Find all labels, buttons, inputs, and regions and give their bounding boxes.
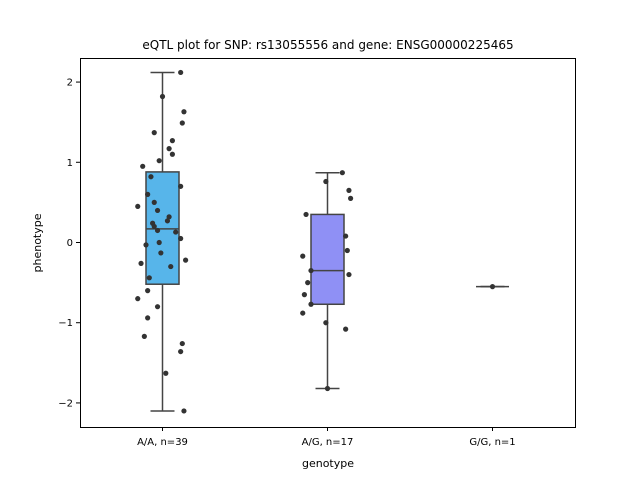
y-tick-label: −2 bbox=[58, 398, 73, 409]
data-point bbox=[166, 146, 172, 152]
points-layer bbox=[135, 69, 496, 414]
data-point bbox=[154, 207, 161, 214]
data-point bbox=[339, 170, 345, 176]
data-point bbox=[178, 235, 184, 242]
data-point bbox=[178, 183, 184, 189]
data-point bbox=[179, 120, 185, 126]
x-axis-label: genotype bbox=[302, 457, 354, 470]
data-point bbox=[181, 109, 187, 115]
data-point bbox=[164, 218, 171, 224]
data-point bbox=[168, 263, 174, 270]
data-point bbox=[135, 203, 141, 210]
data-point bbox=[145, 288, 151, 294]
data-point bbox=[135, 296, 141, 302]
data-point bbox=[300, 253, 306, 259]
box-1 bbox=[310, 171, 345, 390]
data-point bbox=[151, 223, 157, 230]
data-point bbox=[301, 292, 307, 298]
y-tick-label: 0 bbox=[67, 238, 73, 249]
data-point bbox=[151, 199, 157, 205]
data-point bbox=[156, 158, 162, 164]
boxes-layer bbox=[145, 71, 509, 412]
data-point bbox=[323, 178, 329, 185]
x-tick-label: A/G, n=17 bbox=[302, 437, 354, 448]
data-point bbox=[145, 191, 151, 197]
data-point bbox=[154, 227, 161, 234]
data-point bbox=[138, 260, 144, 266]
data-point bbox=[178, 69, 184, 76]
y-tick-label: −1 bbox=[58, 318, 73, 329]
data-point bbox=[154, 304, 161, 310]
data-point bbox=[148, 174, 154, 180]
data-point bbox=[303, 211, 309, 218]
data-point bbox=[346, 187, 352, 193]
data-point bbox=[308, 267, 314, 274]
data-point bbox=[181, 408, 187, 414]
data-point bbox=[324, 385, 331, 392]
data-point bbox=[489, 284, 496, 290]
data-point bbox=[344, 247, 350, 254]
chart-title: eQTL plot for SNP: rs13055556 and gene: … bbox=[142, 38, 513, 52]
data-point bbox=[141, 333, 147, 339]
x-tick-label: A/A, n=39 bbox=[137, 437, 188, 448]
x-axis: A/A, n=39 A/G, n=17 G/G, n=1 bbox=[137, 427, 516, 448]
y-tick-label: 2 bbox=[67, 78, 73, 89]
y-axis: −2 −1 0 1 2 bbox=[58, 78, 80, 409]
data-point bbox=[143, 242, 149, 248]
data-point bbox=[163, 370, 169, 376]
data-point bbox=[323, 320, 329, 326]
data-point bbox=[179, 340, 185, 347]
data-point bbox=[173, 229, 179, 235]
data-point bbox=[158, 250, 164, 256]
box-body bbox=[310, 213, 345, 306]
data-point bbox=[346, 271, 352, 278]
box-body bbox=[145, 171, 180, 285]
data-point bbox=[348, 195, 354, 201]
data-point bbox=[308, 301, 314, 307]
data-point bbox=[183, 257, 189, 263]
data-point bbox=[146, 275, 152, 281]
data-point bbox=[300, 310, 306, 316]
data-point bbox=[159, 93, 166, 100]
data-point bbox=[169, 138, 175, 144]
data-point bbox=[305, 280, 311, 286]
data-point bbox=[343, 326, 349, 332]
data-point bbox=[166, 214, 172, 220]
data-point bbox=[145, 315, 151, 321]
box-0 bbox=[145, 71, 180, 412]
y-tick-label: 1 bbox=[67, 158, 73, 169]
data-point bbox=[178, 348, 184, 355]
data-point bbox=[140, 163, 146, 169]
x-tick-label: G/G, n=1 bbox=[469, 437, 515, 448]
y-axis-label: phenotype bbox=[31, 213, 44, 272]
data-point bbox=[151, 130, 157, 136]
data-point bbox=[156, 239, 162, 246]
data-point bbox=[169, 151, 175, 157]
data-point bbox=[343, 233, 349, 239]
